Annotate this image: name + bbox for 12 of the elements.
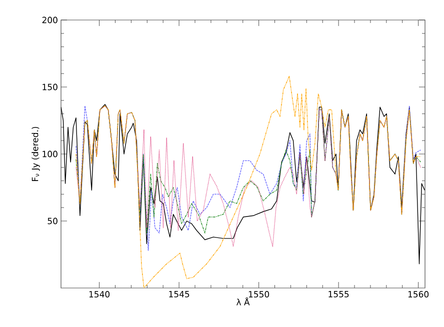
y-tick-label: 50: [48, 218, 58, 224]
y-axis-title: F$_{ν}$ Jy (dered.): [32, 126, 40, 181]
x-tick-label: 1560: [408, 291, 429, 298]
y-tick-label: 150: [42, 84, 58, 90]
x-tick-label: 1550: [248, 291, 270, 298]
y-tick-label: 100: [42, 150, 58, 158]
line-series: [76, 76, 422, 288]
x-tick-label: 1555: [328, 291, 349, 298]
x-axis-title: λ Å: [236, 297, 250, 306]
x-tick-label: 1545: [169, 291, 190, 298]
y-tick-label: 200: [42, 16, 58, 24]
x-tick-label: 1540: [89, 291, 110, 298]
